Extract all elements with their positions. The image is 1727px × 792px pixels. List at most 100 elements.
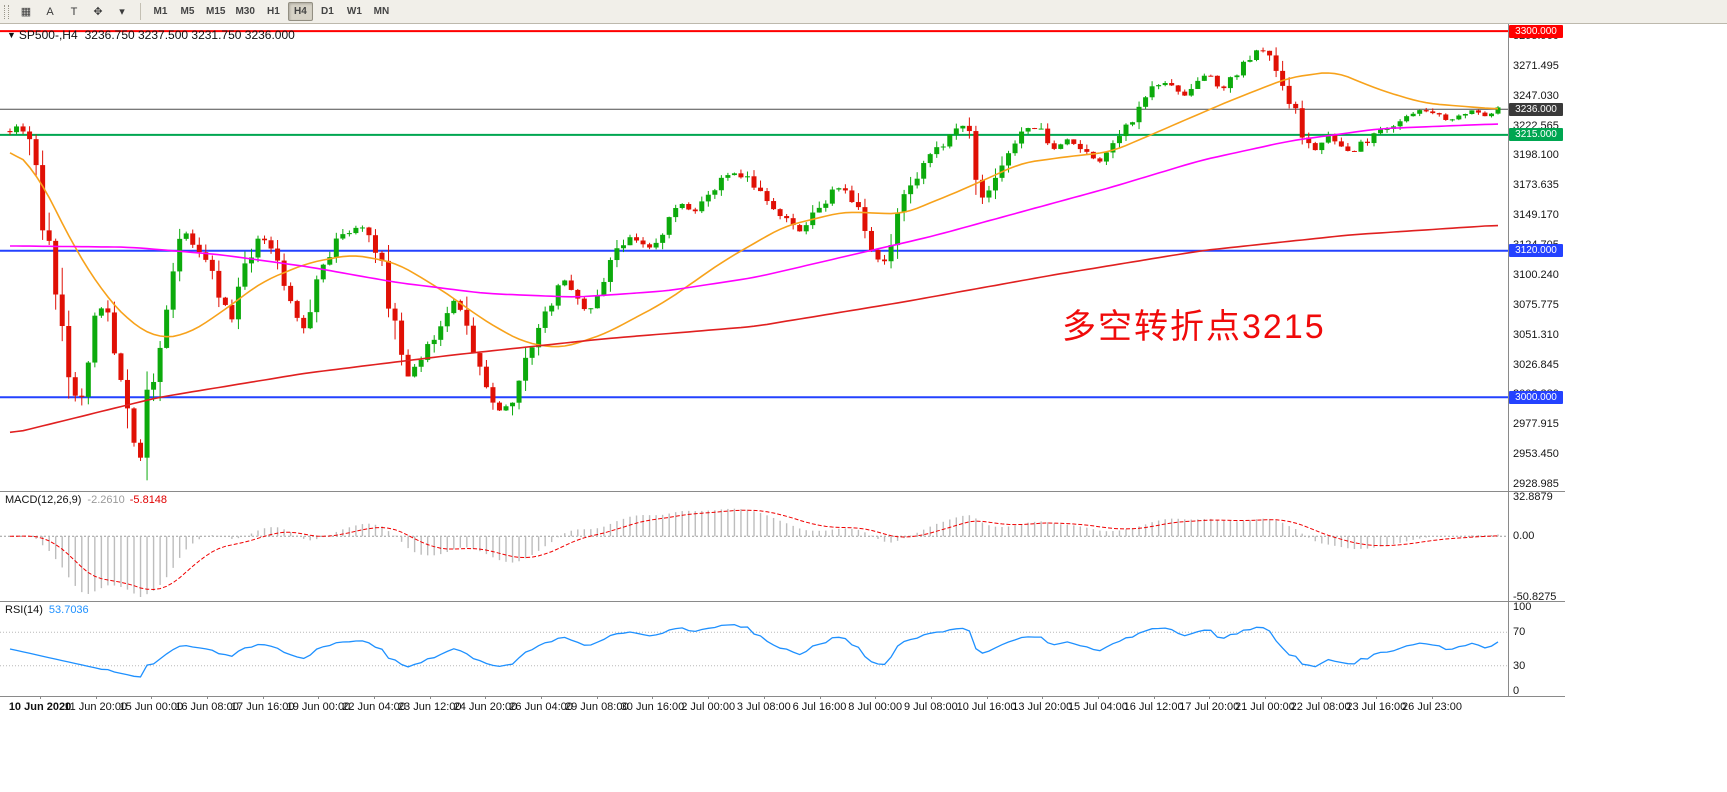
- time-axis-label: 22 Jun 04:00: [342, 701, 406, 713]
- time-axis-label: 22 Jul 08:00: [1290, 701, 1351, 713]
- rsi-line: [9, 624, 1499, 678]
- price-level-tag: 3300.000: [1509, 24, 1563, 38]
- time-axis-label: 24 Jun 20:00: [453, 701, 518, 713]
- timeframe-buttons-group: M1 M5 M15 M30 H1 H4 D1 W1 MN: [147, 2, 395, 21]
- rsi-tick-label: 70: [1513, 626, 1526, 639]
- chart-collapse-icon[interactable]: ▼: [7, 30, 16, 40]
- price-tick-label: 3222.565: [1513, 119, 1559, 132]
- time-axis-label: 11 Jun 20:00: [64, 701, 128, 713]
- rsi-panel-canvas[interactable]: [0, 601, 1508, 696]
- ma-mid-line: [10, 123, 1499, 298]
- price-tick-label: 3124.705: [1513, 239, 1559, 252]
- timeframe-button-m1[interactable]: M1: [153, 6, 168, 17]
- time-tick: [819, 696, 821, 699]
- time-axis-label: 16 Jun 08:00: [175, 701, 239, 713]
- timeframe-button-mn[interactable]: MN: [373, 6, 390, 17]
- time-tick: [652, 696, 654, 699]
- chart-ohlc-values: 3236.750 3237.500 3231.750 3236.000: [84, 28, 295, 42]
- rsi-label: RSI(14): [5, 604, 43, 616]
- time-axis-label: 6 Jul 16:00: [792, 701, 847, 713]
- time-axis-label: 19 Jun 00:00: [286, 701, 351, 713]
- time-tick: [986, 696, 988, 699]
- price-level-tag: 3215.000: [1509, 128, 1563, 142]
- time-axis-label: 8 Jul 00:00: [848, 701, 903, 713]
- timeframe-button-h1[interactable]: H1: [267, 6, 280, 17]
- time-tick: [541, 696, 543, 699]
- timeframe-button-d1[interactable]: D1: [321, 6, 334, 17]
- time-axis-label: 23 Jul 16:00: [1346, 701, 1407, 713]
- tool-buttons-group: ▦ A T ✥ ▾: [14, 2, 134, 22]
- price-tick-label: 3271.495: [1513, 59, 1559, 72]
- rsi-tick-label: 100: [1513, 601, 1532, 613]
- time-axis-label: 3 Jul 08:00: [736, 701, 791, 713]
- timeframe-button-m30[interactable]: M30: [235, 6, 255, 17]
- time-tick: [207, 696, 209, 699]
- price-tick-label: 3002.380: [1513, 388, 1559, 401]
- time-tick: [1376, 696, 1378, 699]
- macd-main-value: -2.2610: [87, 494, 125, 506]
- price-tick-label: 3026.845: [1513, 358, 1559, 371]
- time-axis-label: 29 Jun 08:00: [564, 701, 629, 713]
- annotate-a-icon[interactable]: A: [46, 5, 54, 18]
- current-price-tag: 3236.000: [1509, 102, 1563, 116]
- toolbar-separator: [140, 3, 141, 20]
- timeframe-button-m15[interactable]: M15: [206, 6, 226, 17]
- rsi-header: RSI(14) 53.7036: [5, 604, 89, 616]
- time-axis-label: 17 Jul 20:00: [1179, 701, 1240, 713]
- time-axis-label: 2 Jul 00:00: [681, 701, 736, 713]
- time-tick: [708, 696, 710, 699]
- timeframe-button-h4[interactable]: H4: [287, 2, 313, 21]
- price-level-tag: 3000.000: [1509, 390, 1563, 404]
- price-tick-label: 3295.960: [1513, 30, 1559, 42]
- time-axis-label: 9 Jul 08:00: [903, 701, 958, 713]
- move-tool-icon[interactable]: ✥: [93, 6, 103, 18]
- time-axis-label: 21 Jul 00:00: [1234, 701, 1295, 713]
- macd-header: MACD(12,26,9) -2.2610 -5.8148: [5, 494, 167, 506]
- price-axis-border: [1508, 24, 1509, 696]
- time-tick: [318, 696, 320, 699]
- macd-tick-label: 0.00: [1513, 530, 1535, 543]
- time-tick: [1097, 696, 1099, 699]
- timeframe-button-w1[interactable]: W1: [346, 6, 362, 17]
- time-tick: [1042, 696, 1044, 699]
- macd-histogram: [15, 508, 1499, 597]
- time-tick: [1320, 696, 1322, 699]
- price-tick-label: 3149.170: [1513, 209, 1559, 222]
- time-tick: [40, 696, 41, 699]
- time-tick: [429, 696, 431, 699]
- time-tick: [596, 696, 598, 699]
- text-tool-icon[interactable]: T: [70, 5, 78, 18]
- time-tick: [1209, 696, 1211, 699]
- main-chart-canvas[interactable]: [0, 24, 1508, 491]
- toolbar-grip[interactable]: [4, 4, 9, 19]
- timeframe-button-m5[interactable]: M5: [180, 6, 195, 17]
- time-tick: [763, 696, 765, 699]
- price-tick-label: 2977.915: [1513, 418, 1559, 431]
- price-tick-label: 2928.985: [1513, 478, 1559, 490]
- time-axis-label: 26 Jun 04:00: [509, 701, 573, 713]
- macd-panel-canvas[interactable]: [0, 491, 1508, 601]
- macd-label: MACD(12,26,9): [5, 494, 82, 506]
- chart-toolbar: ▦ A T ✥ ▾ M1 M5 M15 M30 H1 H4 D1 W1 MN: [0, 0, 1727, 24]
- macd-signal-value: -5.8148: [129, 494, 168, 506]
- time-axis[interactable]: 10 Jun 2020 11 Jun 20:00 15 Jun 00:00 16 Ju…: [0, 696, 1565, 718]
- time-tick: [930, 696, 932, 699]
- tool-dropdown-caret-icon[interactable]: ▾: [119, 6, 125, 18]
- price-tick-label: 2953.450: [1513, 448, 1559, 461]
- charts-tile-icon[interactable]: ▦: [20, 6, 32, 18]
- rsi-panel-separator[interactable]: [0, 601, 1565, 602]
- macd-panel-separator[interactable]: [0, 491, 1565, 492]
- time-tick: [95, 696, 97, 699]
- price-tick-label: 3198.100: [1513, 149, 1559, 162]
- price-tick-label: 3100.240: [1513, 268, 1559, 281]
- time-axis-label: 13 Jul 20:00: [1012, 701, 1073, 713]
- time-tick: [1153, 696, 1155, 699]
- time-axis-label: 15 Jul 04:00: [1067, 701, 1128, 713]
- chart-symbol-period: SP500-,H4: [18, 28, 78, 42]
- price-tick-label: 3051.310: [1513, 328, 1559, 341]
- time-tick: [374, 696, 376, 699]
- ma-fast-line: [9, 72, 1499, 348]
- time-tick: [1432, 696, 1433, 699]
- price-tick-label: 3075.775: [1513, 298, 1559, 311]
